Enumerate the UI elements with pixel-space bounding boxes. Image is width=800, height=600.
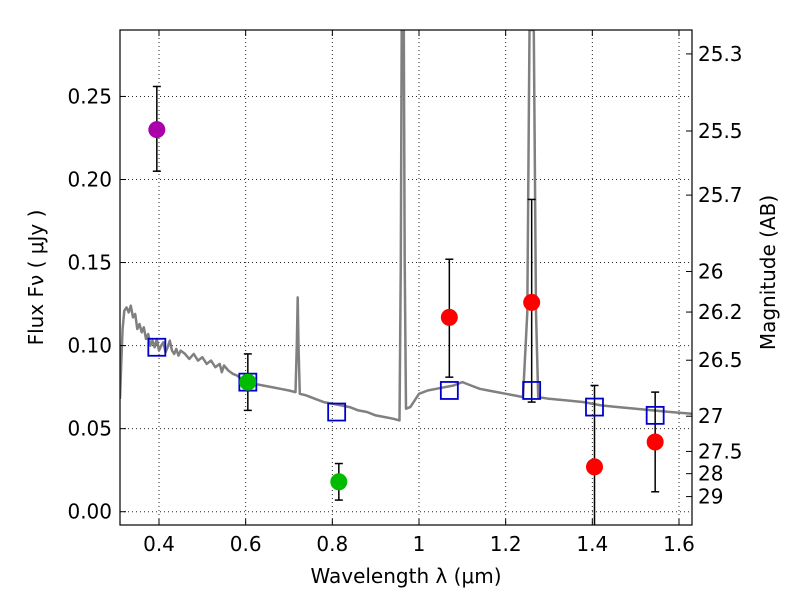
y-tick-label: 0.15 (67, 251, 112, 275)
x-tick-label: 1.2 (490, 532, 522, 556)
grid (120, 30, 692, 525)
x-tick-label: 0.8 (316, 532, 348, 556)
right-tick-label: 27 (698, 404, 723, 428)
right-tick-label: 26.5 (698, 348, 743, 372)
y-tick-label: 0.25 (67, 84, 112, 108)
model-square-marker (645, 405, 665, 425)
observed-point (440, 308, 458, 326)
y-tick-label: 0.00 (67, 500, 112, 524)
y-tick-label: 0.10 (67, 334, 112, 358)
spectrum-line (120, 30, 692, 422)
right-tick-label: 26.2 (698, 300, 743, 324)
right-tick-label: 25.5 (698, 119, 743, 143)
plot-frame (119, 29, 693, 526)
model-square-marker (585, 397, 604, 417)
model-square-marker (439, 381, 459, 400)
observed-point (586, 458, 603, 476)
x-tick-label: 0.6 (230, 532, 262, 556)
model-square-marker (147, 337, 167, 357)
y-tick-label: 0.20 (67, 167, 112, 191)
spectrum-layer (120, 30, 692, 422)
right-tick-label: 25.7 (698, 183, 743, 207)
observed-point (148, 121, 166, 139)
y-axis-label: Flux Fν ( μJy ) (24, 210, 48, 346)
right-tick-label: 28 (698, 462, 723, 486)
x-axis-label: Wavelength λ (μm) (310, 564, 501, 588)
x-axis-ticks: 0.4 0.6 0.8 1 1.2 1.4 1.6 (143, 30, 695, 556)
observed-point (523, 293, 541, 311)
right-tick-label: 25.3 (698, 42, 743, 66)
y-axis-ticks: 0.00 0.05 0.10 0.15 0.20 0.25 (67, 84, 126, 524)
observed-point (239, 373, 257, 391)
observed-point (646, 433, 664, 451)
model-square-marker (522, 381, 542, 400)
right-axis-label: Magnitude (AB) (756, 195, 780, 350)
model-square-marker (327, 402, 347, 422)
right-tick-label: 29 (698, 485, 723, 509)
x-tick-label: 1.6 (663, 532, 695, 556)
x-tick-label: 1 (413, 532, 426, 556)
right-tick-label: 27.5 (698, 439, 743, 463)
right-tick-label: 26 (698, 260, 723, 284)
x-tick-label: 0.4 (143, 532, 175, 556)
x-tick-label: 1.4 (576, 532, 608, 556)
observed-point (330, 473, 348, 491)
point-layer (148, 121, 664, 491)
y-tick-label: 0.05 (67, 417, 112, 441)
